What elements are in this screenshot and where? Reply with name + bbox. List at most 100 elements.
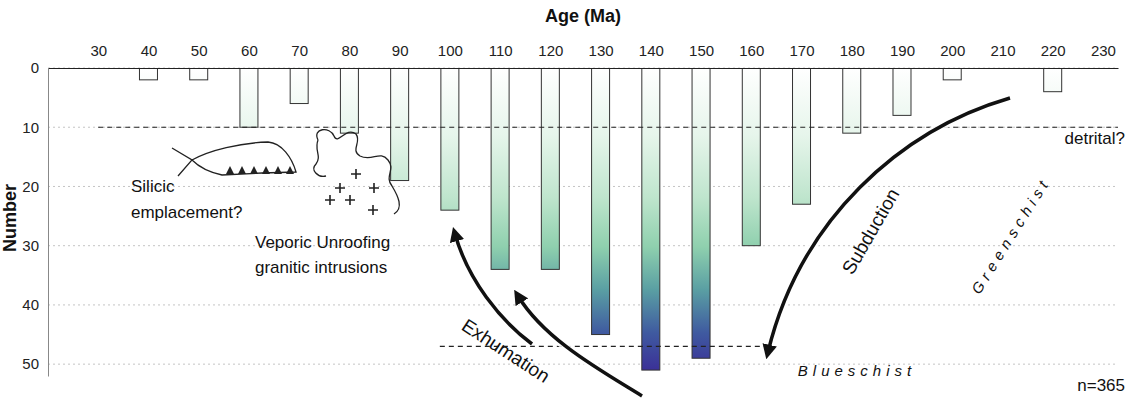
bar <box>441 68 459 210</box>
fault-tooth <box>250 166 258 174</box>
x-tick-label: 170 <box>790 42 815 59</box>
annotations: detrital? Silicic emplacement? Veporic Unro… <box>131 129 1125 395</box>
annotation: n=365 <box>1077 376 1125 395</box>
bar <box>541 68 559 269</box>
fault-tooth <box>238 166 246 174</box>
x-tick: 220 <box>1041 42 1066 68</box>
annotation: Subduction <box>838 185 904 278</box>
bar <box>692 68 710 358</box>
x-tick-label: 100 <box>438 42 463 59</box>
x-tick: 180 <box>840 42 865 68</box>
granite-cross <box>368 205 378 215</box>
y-tick: 40 <box>22 296 48 313</box>
x-tick-label: 160 <box>739 42 764 59</box>
annotation: Greenschist <box>968 173 1054 297</box>
y-tick: 20 <box>22 178 48 195</box>
annotation: detrital? <box>1065 129 1125 148</box>
x-tick-label: 50 <box>191 42 208 59</box>
fault-tooth <box>286 166 294 174</box>
annotation: Exhumation <box>458 315 554 387</box>
x-tick: 110 <box>489 42 513 68</box>
x-tick-label: 120 <box>538 42 563 59</box>
x-tick: 90 <box>392 42 409 68</box>
granite-cross <box>345 195 355 205</box>
x-tick-label: 40 <box>141 42 158 59</box>
x-tick-label: 130 <box>589 42 614 59</box>
bar <box>240 68 258 127</box>
x-tick: 80 <box>342 42 359 68</box>
x-axis-line <box>49 68 1119 69</box>
x-tick: 170 <box>790 42 815 68</box>
x-tick: 210 <box>990 42 1015 68</box>
fault-tooth <box>274 166 282 174</box>
bar <box>1044 68 1062 92</box>
y-axis: 0 10 20 30 40 50 <box>22 59 48 376</box>
x-tick-label: 200 <box>940 42 965 59</box>
bar <box>742 68 760 246</box>
x-tick: 130 <box>589 42 614 68</box>
x-tick: 60 <box>241 42 258 68</box>
x-tick: 230 <box>1091 42 1116 68</box>
x-tick-label: 230 <box>1091 42 1116 59</box>
x-tick: 120 <box>538 42 563 68</box>
bar <box>943 68 961 80</box>
x-tick-label: 30 <box>90 42 107 59</box>
x-axis-title: Age (Ma) <box>545 6 621 26</box>
grid-line <box>48 127 1118 128</box>
x-tick-label: 60 <box>241 42 258 59</box>
y-axis-title: Number <box>0 184 20 252</box>
x-tick-label: 70 <box>291 42 308 59</box>
granite-sketch <box>314 130 399 214</box>
x-tick: 140 <box>639 42 664 68</box>
bar <box>391 68 409 181</box>
x-tick: 70 <box>291 42 308 68</box>
annotation: Blueschist <box>798 362 916 379</box>
fault-tooth <box>262 166 270 174</box>
x-tick: 50 <box>191 42 208 68</box>
y-tick: 10 <box>22 119 48 136</box>
fault-tooth <box>226 166 234 174</box>
bar <box>843 68 861 133</box>
bar <box>340 68 358 133</box>
bar <box>491 68 509 269</box>
bar <box>139 68 157 80</box>
annotation: emplacement? <box>131 203 243 222</box>
x-tick: 190 <box>890 42 915 68</box>
x-tick-label: 190 <box>890 42 915 59</box>
x-tick-label: 110 <box>489 42 513 59</box>
y-tick: 0 <box>31 59 48 76</box>
grid-line <box>48 304 1118 305</box>
annotation: granitic intrusions <box>255 258 387 277</box>
y-tick-label: 50 <box>22 355 39 372</box>
x-tick-label: 140 <box>639 42 664 59</box>
y-tick-label: 40 <box>22 296 39 313</box>
bar <box>893 68 911 115</box>
y-tick-label: 20 <box>22 178 39 195</box>
granite-cross <box>369 183 379 193</box>
x-tick-label: 90 <box>392 42 409 59</box>
annotation: Veporic Unroofing <box>255 233 390 252</box>
bars <box>139 68 1061 370</box>
y-tick: 30 <box>22 237 48 254</box>
annotation: Silicic <box>131 177 175 196</box>
grid-line <box>48 245 1118 246</box>
x-tick: 40 <box>141 42 158 68</box>
granite-cross <box>325 195 335 205</box>
arrows <box>455 98 1010 396</box>
y-tick-label: 0 <box>31 59 39 76</box>
grid <box>48 68 1118 364</box>
grid-line <box>48 186 1118 187</box>
x-tick: 150 <box>689 42 714 68</box>
fault-sketch <box>172 142 296 176</box>
x-tick-label: 220 <box>1041 42 1066 59</box>
arrow-halo <box>768 98 1010 352</box>
x-tick-label: 150 <box>689 42 714 59</box>
reference-line <box>98 127 1118 128</box>
x-axis: 30 40 50 60 70 80 90 100 110 120 130 140 150 160 170 18… <box>49 42 1119 69</box>
bar <box>290 68 308 104</box>
y-tick-label: 10 <box>22 119 39 136</box>
grid-line <box>48 68 1118 69</box>
y-tick: 50 <box>22 355 48 372</box>
x-tick-label: 80 <box>342 42 359 59</box>
chart-svg: 3040506070809010011012013014015016017018… <box>0 0 1142 399</box>
